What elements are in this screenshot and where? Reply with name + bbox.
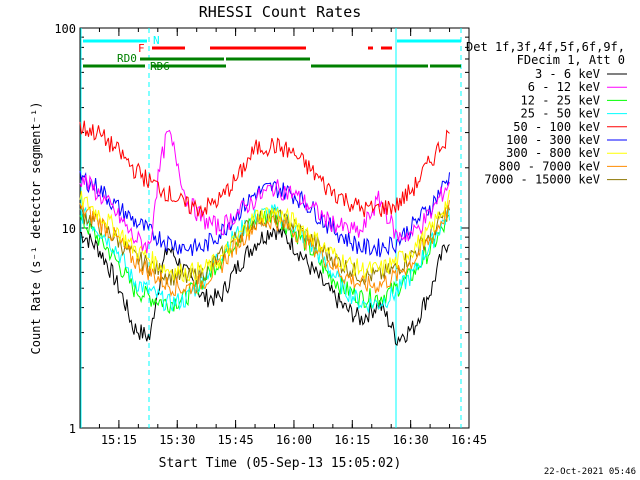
x-tick-label: 16:30 <box>393 433 429 447</box>
legend-label: 6 - 12 keV <box>528 80 600 94</box>
series-line <box>79 204 450 313</box>
legend-label: 100 - 300 keV <box>506 133 600 147</box>
timestamp: 22-Oct-2021 05:46 <box>544 467 636 477</box>
y-tick-label: 10 <box>62 222 76 236</box>
legend-label: 7000 - 15000 keV <box>484 173 600 187</box>
y-tick-label: 1 <box>69 422 76 436</box>
plot-frame <box>79 27 470 429</box>
legend-label: 25 - 50 keV <box>521 107 600 121</box>
series-line <box>79 200 450 298</box>
marker-label-f: F <box>138 42 145 55</box>
x-tick-label: 15:30 <box>159 433 195 447</box>
series-line <box>79 170 450 258</box>
chart-title: RHESSI Count Rates <box>199 3 362 21</box>
x-tick-label: 15:15 <box>101 433 137 447</box>
legend: Det 1f,3f,4f,5f,6f,9f, FDecim 1, Att 0 3… <box>466 40 627 187</box>
x-tick-label: 16:00 <box>276 433 312 447</box>
x-tick-label: 16:15 <box>334 433 370 447</box>
legend-header-2: FDecim 1, Att 0 <box>517 53 625 67</box>
series-line <box>79 209 450 315</box>
series-line <box>79 226 450 347</box>
series-line <box>79 120 450 218</box>
legend-header-1: Det 1f,3f,4f,5f,6f,9f, <box>466 40 625 54</box>
x-tick-label: 16:45 <box>451 433 487 447</box>
series-group <box>79 120 450 347</box>
x-axis: 15:15 15:30 15:45 16:00 16:15 16:30 16:45 <box>79 28 487 447</box>
y-tick-label: 100 <box>54 22 76 36</box>
series-line <box>79 189 450 283</box>
series-line <box>79 129 450 254</box>
marker-label-rd0: RD0 <box>117 52 137 65</box>
marker-label-rd6: RD6 <box>150 60 170 73</box>
legend-label: 12 - 25 keV <box>521 93 600 107</box>
legend-label: 300 - 800 keV <box>506 146 600 160</box>
y-axis-label: Count Rate (s⁻¹ detector segment⁻¹) <box>29 102 43 355</box>
x-tick-label: 15:45 <box>218 433 254 447</box>
legend-label: 800 - 7000 keV <box>499 159 600 173</box>
legend-label: 3 - 6 keV <box>535 67 600 81</box>
legend-label: 50 - 100 keV <box>513 120 600 134</box>
marker-label-n: N <box>153 34 160 47</box>
series-line <box>79 205 450 286</box>
x-axis-label: Start Time (05-Sep-13 15:05:02) <box>159 456 402 471</box>
